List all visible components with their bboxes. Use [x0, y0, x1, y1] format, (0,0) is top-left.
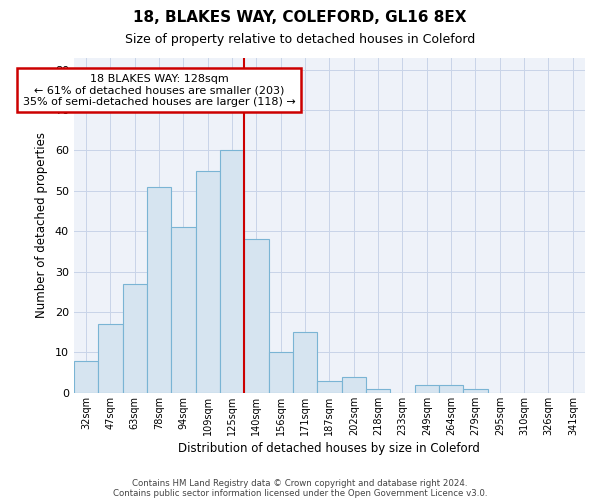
- X-axis label: Distribution of detached houses by size in Coleford: Distribution of detached houses by size …: [179, 442, 481, 455]
- Bar: [98, 324, 122, 393]
- Bar: [415, 385, 439, 393]
- Bar: [269, 352, 293, 393]
- Text: Contains public sector information licensed under the Open Government Licence v3: Contains public sector information licen…: [113, 488, 487, 498]
- Y-axis label: Number of detached properties: Number of detached properties: [35, 132, 48, 318]
- Bar: [317, 381, 341, 393]
- Bar: [196, 170, 220, 393]
- Text: 18, BLAKES WAY, COLEFORD, GL16 8EX: 18, BLAKES WAY, COLEFORD, GL16 8EX: [133, 10, 467, 25]
- Bar: [341, 376, 366, 393]
- Bar: [366, 389, 390, 393]
- Bar: [293, 332, 317, 393]
- Bar: [147, 187, 171, 393]
- Bar: [171, 227, 196, 393]
- Bar: [244, 240, 269, 393]
- Bar: [463, 389, 488, 393]
- Bar: [439, 385, 463, 393]
- Bar: [122, 284, 147, 393]
- Bar: [220, 150, 244, 393]
- Text: 18 BLAKES WAY: 128sqm
← 61% of detached houses are smaller (203)
35% of semi-det: 18 BLAKES WAY: 128sqm ← 61% of detached …: [23, 74, 295, 107]
- Bar: [74, 360, 98, 393]
- Text: Size of property relative to detached houses in Coleford: Size of property relative to detached ho…: [125, 32, 475, 46]
- Text: Contains HM Land Registry data © Crown copyright and database right 2024.: Contains HM Land Registry data © Crown c…: [132, 478, 468, 488]
